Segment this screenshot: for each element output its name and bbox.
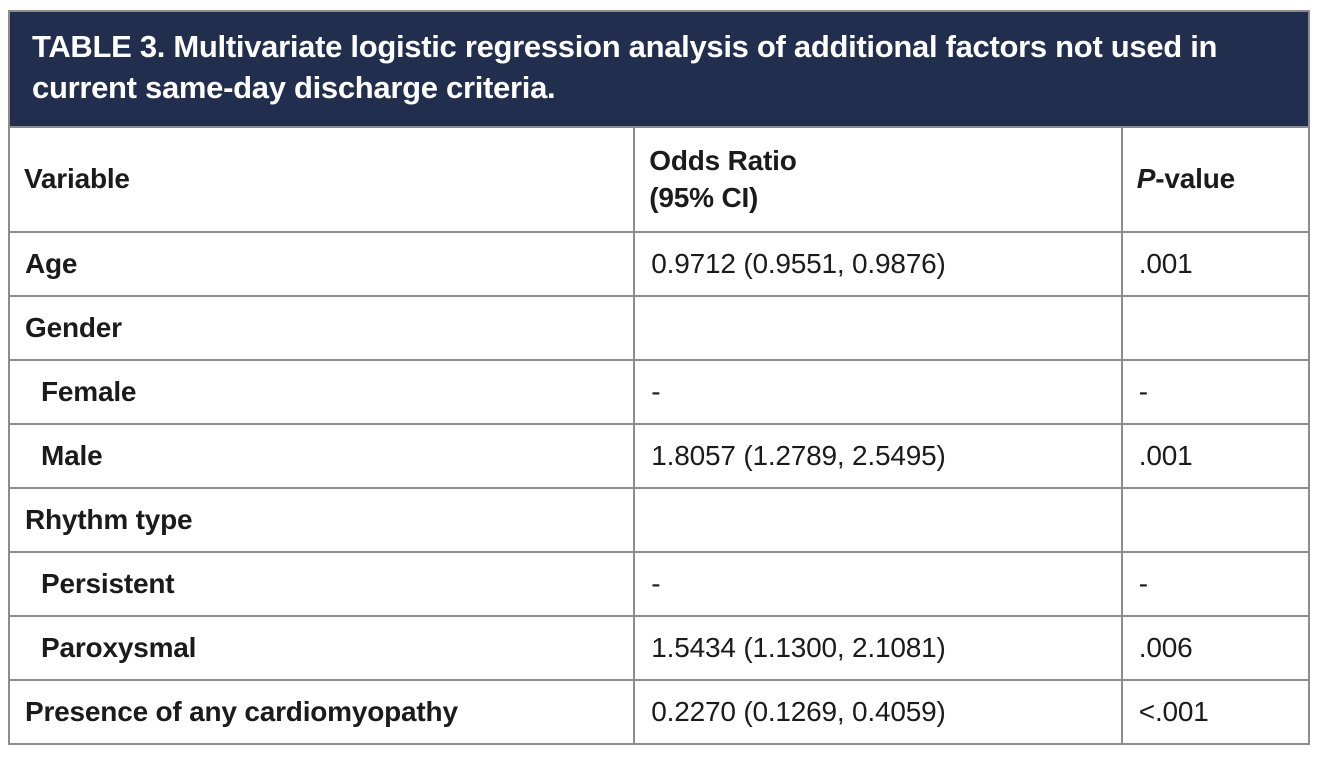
- variable-cell: Presence of any cardiomyopathy: [7, 678, 636, 745]
- variable-cell: Female: [7, 358, 636, 425]
- column-header-variable-label: Variable: [24, 163, 130, 195]
- p-value-cell: -: [1120, 550, 1311, 617]
- column-header-variable: Variable: [7, 125, 636, 233]
- variable-cell: Paroxysmal: [7, 614, 636, 681]
- odds-ratio-cell: [633, 294, 1123, 361]
- column-header-p-value: P-value: [1120, 125, 1311, 233]
- table-row-persistent: Persistent - -: [7, 550, 1311, 617]
- odds-ratio-label-line2: (95% CI): [649, 182, 759, 214]
- table-title-bar: TABLE 3. Multivariate logistic regressio…: [8, 10, 1310, 126]
- p-value-cell: .006: [1120, 614, 1311, 681]
- table-row-age: Age 0.9712 (0.9551, 0.9876) .001: [7, 230, 1311, 297]
- p-value-cell: -: [1120, 358, 1311, 425]
- variable-cell: Age: [7, 230, 636, 297]
- table3-container: TABLE 3. Multivariate logistic regressio…: [7, 10, 1311, 745]
- table-row-paroxysmal: Paroxysmal 1.5434 (1.1300, 2.1081) .006: [7, 614, 1311, 681]
- variable-cell: Male: [7, 422, 636, 489]
- odds-ratio-cell: 1.5434 (1.1300, 2.1081): [633, 614, 1123, 681]
- p-value-label-italic: P: [1136, 163, 1156, 195]
- p-value-cell: [1120, 294, 1311, 361]
- table-row-male: Male 1.8057 (1.2789, 2.5495) .001: [7, 422, 1311, 489]
- column-header-odds-ratio: Odds Ratio (95% CI): [633, 125, 1123, 233]
- table-row-gender: Gender: [7, 294, 1311, 361]
- odds-ratio-label-line1: Odds Ratio: [649, 144, 797, 176]
- regression-table: Variable Odds Ratio (95% CI) P-value Age…: [7, 125, 1311, 745]
- table-title: TABLE 3. Multivariate logistic regressio…: [32, 29, 1218, 105]
- p-value-cell: .001: [1120, 422, 1311, 489]
- odds-ratio-cell: [633, 486, 1123, 553]
- odds-ratio-cell: 0.9712 (0.9551, 0.9876): [633, 230, 1123, 297]
- p-value-label-suffix: -value: [1155, 163, 1236, 195]
- table-row-female: Female - -: [7, 358, 1311, 425]
- variable-cell: Persistent: [7, 550, 636, 617]
- odds-ratio-cell: -: [633, 358, 1123, 425]
- odds-ratio-cell: 1.8057 (1.2789, 2.5495): [633, 422, 1123, 489]
- table-row-rhythm-type: Rhythm type: [7, 486, 1311, 553]
- variable-cell: Gender: [7, 294, 636, 361]
- table-row-cardiomyopathy: Presence of any cardiomyopathy 0.2270 (0…: [7, 678, 1311, 745]
- variable-cell: Rhythm type: [7, 486, 636, 553]
- header-row: Variable Odds Ratio (95% CI) P-value: [7, 125, 1311, 233]
- p-value-cell: .001: [1120, 230, 1311, 297]
- odds-ratio-cell: 0.2270 (0.1269, 0.4059): [633, 678, 1123, 745]
- p-value-cell: <.001: [1120, 678, 1311, 745]
- odds-ratio-cell: -: [633, 550, 1123, 617]
- p-value-cell: [1120, 486, 1311, 553]
